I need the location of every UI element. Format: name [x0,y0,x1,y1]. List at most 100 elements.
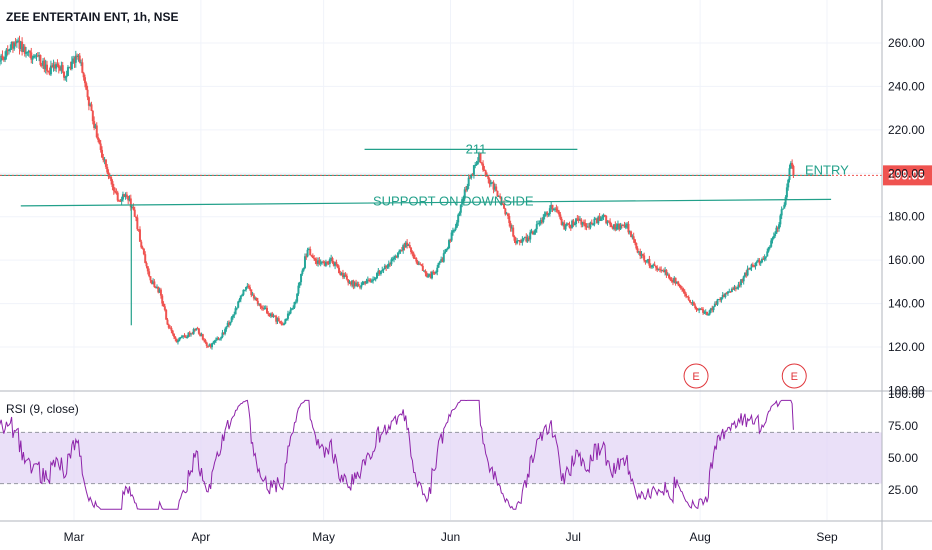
candle-body [360,284,363,288]
candle-body [204,340,207,343]
candle-body [496,190,499,197]
candle-body [531,231,534,235]
candles [0,35,795,350]
candle-body [254,297,257,299]
candle-body [121,194,124,200]
candle-body [280,323,283,325]
candle-body [438,261,441,263]
candle-body [170,327,173,331]
earnings-marker[interactable] [781,363,807,389]
candle-body [468,177,471,179]
candle-body [567,223,570,225]
candle-body [125,194,128,196]
candle-body [614,224,617,230]
candle-body [750,264,753,268]
candle-body [691,302,694,304]
candle-body [738,284,741,286]
candle-body [340,272,343,275]
candle-body [17,40,20,42]
candle-body [645,260,648,262]
candle-body [577,218,580,221]
candle-body [286,313,289,319]
candle-body [632,236,635,240]
candle-body [592,224,595,226]
candle-body [65,75,68,78]
candle-body [668,274,671,278]
candle-body [132,206,135,210]
candle-body [784,197,787,205]
candle-body [489,182,492,185]
support-line[interactable] [20,198,832,207]
candle-body [70,61,73,70]
candle-body [404,242,407,248]
candle-body [770,240,773,247]
candle-body [585,226,588,228]
candle-body [55,64,58,69]
candle-body [513,236,516,241]
candle-body [440,259,443,262]
candle-body [423,270,426,272]
candle-body [448,240,451,248]
time-tick-label: Apr [192,530,211,544]
candle-body [644,260,647,262]
candle-body [601,217,604,219]
candle-body [248,287,251,290]
candle-body [114,190,117,193]
candle-body [733,287,736,289]
annotations[interactable]: 211 ENTRY SUPPORT ON DOWNSIDE 199.05 E E [0,141,932,389]
candle-body [569,227,572,229]
candle-body [218,338,221,340]
candle-body [320,261,323,263]
candle-body [378,270,381,274]
candle-body [415,258,418,262]
candle-body [226,322,229,327]
candle-body [704,311,707,313]
candle-body [179,337,182,339]
candle-body [45,64,48,71]
candle-body [403,245,406,248]
candle-body [755,261,758,263]
candle-body [276,318,279,322]
time-tick-label: Aug [689,530,710,544]
rsi-series-line [0,399,794,510]
candle-body [488,179,491,185]
candle-body [505,213,508,215]
candle-body [673,277,676,283]
candle-body [15,41,18,43]
candle-body [599,218,602,221]
candle-body [419,263,422,265]
candle-body [433,272,436,274]
candle-body [99,143,102,150]
candle-body [589,222,592,228]
candle-body [555,208,558,211]
candle-body [203,339,206,341]
candle-body [345,275,348,280]
candle-body [681,288,684,290]
candle-body [106,166,109,173]
candle-body [4,56,7,60]
candle-body [347,279,350,283]
candle-body [761,258,764,263]
candle-body [68,66,71,68]
candle-body [662,270,665,273]
resistance-211-label: 211 [466,141,487,156]
candle-body [408,244,411,248]
candle-body [432,271,435,273]
candle-body [281,324,284,326]
candle-body [157,286,160,293]
candle-body [465,189,468,191]
candle-body [307,249,310,251]
earnings-marker[interactable] [683,363,709,389]
candle-body [696,309,699,311]
candle-body [512,227,515,237]
candle-body [643,255,646,261]
candle-body [95,125,98,138]
candle-body [159,289,162,296]
candle-body [605,215,608,224]
candle-body [749,267,752,270]
candle-body [445,248,448,252]
candle-body [764,256,767,258]
candle-body [305,256,308,258]
candle-body [1,55,4,59]
